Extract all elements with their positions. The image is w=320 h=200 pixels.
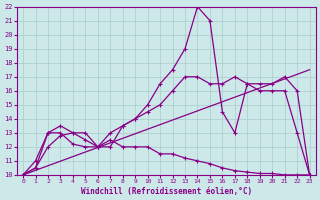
X-axis label: Windchill (Refroidissement éolien,°C): Windchill (Refroidissement éolien,°C) xyxy=(81,187,252,196)
